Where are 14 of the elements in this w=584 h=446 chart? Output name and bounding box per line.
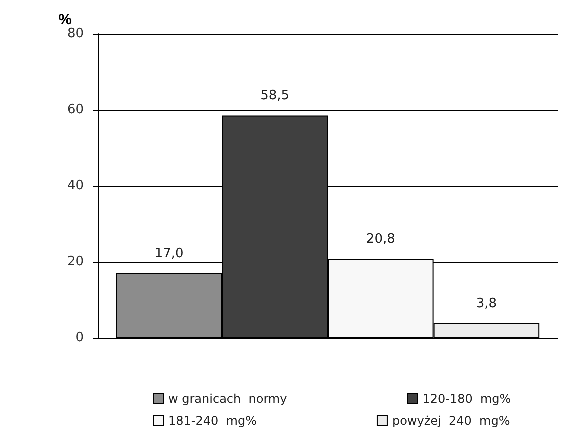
y-tick-label: 0 [76, 330, 84, 346]
data-label: 58,5 [260, 88, 290, 104]
data-label: 3,8 [476, 296, 498, 312]
data-label: 17,0 [154, 246, 184, 262]
legend-label: w granicach normy [168, 392, 288, 406]
legend-label: powyżej 240 mg% [392, 414, 510, 428]
y-tick-label: 60 [67, 102, 84, 118]
y-tick-label: 20 [67, 254, 84, 270]
legend-label: 181-240 mg% [168, 414, 257, 428]
y-axis-title: % [58, 12, 72, 29]
y-tick-label: 80 [67, 26, 84, 42]
y-tick-label: 40 [67, 178, 84, 194]
legend-label: 120-180 mg% [422, 392, 512, 406]
data-label: 20,8 [366, 232, 396, 247]
